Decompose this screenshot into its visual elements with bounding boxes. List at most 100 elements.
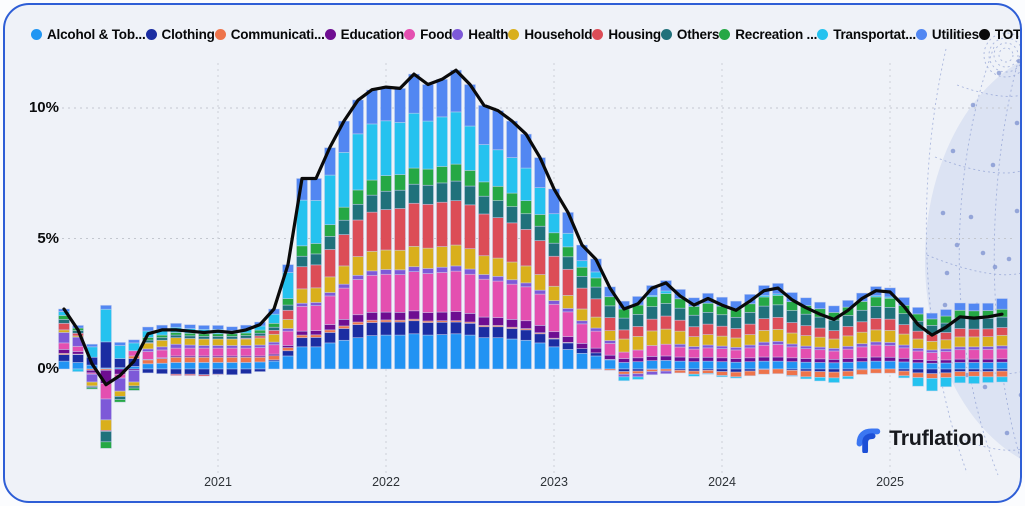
bar-month-2023-06[interactable] — [618, 300, 630, 382]
bar-segment-alcohol-tobacco[interactable] — [604, 359, 616, 370]
bar-month-2020-06[interactable] — [114, 342, 126, 403]
bar-segment-alcohol-tobacco[interactable] — [380, 334, 392, 370]
bar-segment-others[interactable] — [422, 184, 434, 205]
bar-month-2022-06[interactable] — [450, 69, 462, 370]
bar-segment-communication[interactable] — [688, 370, 700, 375]
bar-segment-communication[interactable] — [926, 373, 938, 379]
bar-segment-food[interactable] — [142, 351, 154, 360]
bar-segment-alcohol-tobacco[interactable] — [674, 360, 686, 370]
bar-segment-others[interactable] — [534, 225, 546, 241]
bar-segment-housing[interactable] — [730, 328, 742, 339]
bar-segment-clothing[interactable] — [534, 333, 546, 344]
bar-segment-clothing[interactable] — [590, 352, 602, 357]
bar-segment-health[interactable] — [604, 340, 616, 344]
bar-segment-others[interactable] — [478, 195, 490, 215]
bar-month-2024-02[interactable] — [730, 300, 742, 379]
bar-segment-household[interactable] — [450, 244, 462, 267]
legend-item-household[interactable]: Household — [508, 27, 593, 42]
bar-segment-transportation[interactable] — [394, 122, 406, 175]
bar-segment-utilities[interactable] — [142, 326, 154, 332]
legend-item-recreation[interactable]: Recreation ... — [719, 27, 817, 42]
bar-segment-education[interactable] — [618, 358, 630, 363]
bar-segment-recreation[interactable] — [688, 306, 700, 316]
bar-segment-household[interactable] — [604, 330, 616, 341]
bar-segment-housing[interactable] — [478, 213, 490, 257]
bar-segment-household[interactable] — [296, 288, 308, 304]
bar-segment-alcohol-tobacco[interactable] — [702, 360, 714, 370]
bar-segment-recreation[interactable] — [366, 179, 378, 196]
bar-segment-clothing[interactable] — [338, 328, 350, 341]
bar-segment-alcohol-tobacco[interactable] — [828, 362, 840, 370]
bar-segment-communication[interactable] — [324, 329, 336, 333]
bar-segment-utilities[interactable] — [828, 305, 840, 313]
stacked-bars[interactable] — [58, 69, 1008, 449]
bar-segment-communication[interactable] — [870, 368, 882, 374]
bar-segment-clothing[interactable] — [940, 368, 952, 374]
bar-segment-alcohol-tobacco[interactable] — [506, 338, 518, 370]
bar-segment-alcohol-tobacco[interactable] — [618, 362, 630, 370]
bar-segment-alcohol-tobacco[interactable] — [254, 361, 266, 370]
bar-segment-clothing[interactable] — [422, 322, 434, 336]
bar-segment-utilities[interactable] — [394, 88, 406, 123]
bar-segment-alcohol-tobacco[interactable] — [184, 362, 196, 370]
bar-segment-utilities[interactable] — [940, 309, 952, 317]
bar-segment-recreation[interactable] — [758, 296, 770, 307]
bar-month-2022-12[interactable] — [534, 157, 546, 370]
bar-segment-transportation[interactable] — [548, 213, 560, 234]
bar-segment-education[interactable] — [856, 357, 868, 363]
bar-segment-alcohol-tobacco[interactable] — [968, 362, 980, 370]
bar-segment-housing[interactable] — [422, 203, 434, 249]
bar-segment-communication[interactable] — [996, 370, 1008, 378]
bar-segment-transportation[interactable] — [114, 345, 126, 359]
bar-segment-communication[interactable] — [296, 334, 308, 339]
bar-segment-household[interactable] — [226, 338, 238, 346]
bar-segment-alcohol-tobacco[interactable] — [996, 361, 1008, 370]
bar-segment-health[interactable] — [646, 371, 658, 376]
bar-month-2025-08[interactable] — [982, 302, 994, 383]
bar-segment-communication[interactable] — [352, 321, 364, 325]
bar-segment-household[interactable] — [366, 250, 378, 272]
bar-segment-housing[interactable] — [492, 217, 504, 259]
legend-item-others[interactable]: Others — [660, 27, 719, 42]
bar-segment-health[interactable] — [268, 341, 280, 346]
bar-segment-transportation[interactable] — [660, 290, 672, 294]
bar-segment-household[interactable] — [660, 328, 672, 345]
bar-segment-education[interactable] — [912, 359, 924, 364]
bar-segment-recreation[interactable] — [478, 181, 490, 197]
bar-segment-health[interactable] — [758, 341, 770, 346]
bar-segment-clothing[interactable] — [520, 329, 532, 341]
bar-segment-health[interactable] — [730, 346, 742, 351]
bar-segment-housing[interactable] — [366, 211, 378, 252]
bar-segment-utilities[interactable] — [128, 339, 140, 344]
bar-segment-clothing[interactable] — [730, 368, 742, 373]
bar-segment-clothing[interactable] — [408, 320, 420, 335]
bar-segment-utilities[interactable] — [310, 178, 322, 201]
bar-segment-health[interactable] — [520, 282, 532, 288]
bar-segment-utilities[interactable] — [436, 78, 448, 118]
bar-segment-alcohol-tobacco[interactable] — [520, 339, 532, 370]
bar-segment-food[interactable] — [786, 346, 798, 359]
bar-segment-household[interactable] — [688, 336, 700, 347]
bar-segment-alcohol-tobacco[interactable] — [156, 362, 168, 370]
bar-segment-housing[interactable] — [296, 266, 308, 290]
bar-month-2024-01[interactable] — [716, 296, 728, 378]
bar-segment-recreation[interactable] — [604, 296, 616, 307]
bar-segment-health[interactable] — [898, 344, 910, 349]
bar-segment-utilities[interactable] — [814, 301, 826, 310]
bar-segment-recreation[interactable] — [646, 296, 658, 307]
bar-segment-housing[interactable] — [940, 332, 952, 341]
bar-segment-clothing[interactable] — [394, 321, 406, 336]
bar-segment-housing[interactable] — [352, 219, 364, 257]
bar-segment-others[interactable] — [884, 307, 896, 320]
bar-segment-others[interactable] — [310, 253, 322, 266]
bar-segment-alcohol-tobacco[interactable] — [884, 360, 896, 370]
bar-segment-transportation[interactable] — [450, 111, 462, 165]
bar-month-2022-01[interactable] — [380, 86, 392, 370]
bar-segment-household[interactable] — [856, 331, 868, 345]
bar-segment-others[interactable] — [870, 306, 882, 319]
bar-segment-food[interactable] — [282, 330, 294, 346]
bar-segment-others[interactable] — [170, 334, 182, 339]
bar-segment-recreation[interactable] — [534, 214, 546, 227]
bar-segment-recreation[interactable] — [464, 170, 476, 187]
bar-month-2020-05[interactable] — [100, 304, 112, 449]
